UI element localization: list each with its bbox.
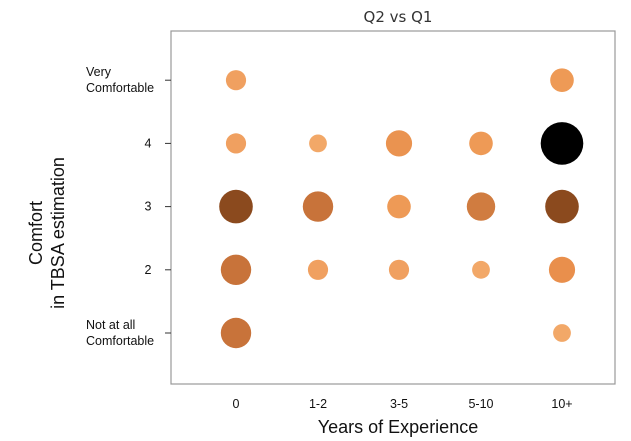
bubble-point: [309, 134, 327, 153]
x-axis-ticks: 0 1-2 3-5 5-10 10+: [233, 397, 573, 411]
chart-title: Q2 vs Q1: [364, 8, 433, 26]
x-tick-label: 5-10: [468, 397, 493, 411]
bubble-point: [302, 191, 334, 222]
bubble-point: [385, 130, 413, 157]
bubble-point: [220, 317, 252, 349]
x-tick-label: 1-2: [309, 397, 327, 411]
x-tick-label: 3-5: [390, 397, 408, 411]
y-tick-label: 2: [145, 263, 152, 277]
y-axis-ticks: Not at all Comfortable 2 3 4 Very Comfortable: [86, 65, 171, 348]
y-tick-label: 3: [145, 200, 152, 214]
bubble-point: [219, 189, 253, 224]
bubble-point: [540, 122, 584, 165]
bubble-point: [220, 254, 252, 285]
bubble-point: [307, 259, 329, 280]
y-tick-label: 4: [145, 136, 152, 150]
bubble-point: [387, 194, 411, 219]
bubble-point: [225, 70, 247, 91]
x-tick-label: 0: [233, 397, 240, 411]
y-tick-label: Not at all Comfortable: [86, 318, 154, 348]
y-tick-label: Very Comfortable: [86, 65, 154, 95]
bubbles-layer: [219, 68, 584, 349]
bubble-point: [553, 324, 571, 342]
bubble-point: [545, 189, 579, 224]
bubble-point: [225, 133, 247, 154]
bubble-point: [388, 259, 410, 280]
bubble-point: [466, 192, 496, 221]
y-axis-label-line-2: in TBSA estimation: [48, 157, 68, 309]
x-axis-label: Years of Experience: [318, 417, 478, 437]
bubble-point: [550, 68, 574, 92]
bubble-point: [469, 131, 493, 156]
bubble-point: [472, 260, 490, 279]
x-tick-label: 10+: [551, 397, 572, 411]
y-axis-label-line-1: Comfort: [26, 201, 46, 265]
bubble-point: [548, 256, 576, 283]
